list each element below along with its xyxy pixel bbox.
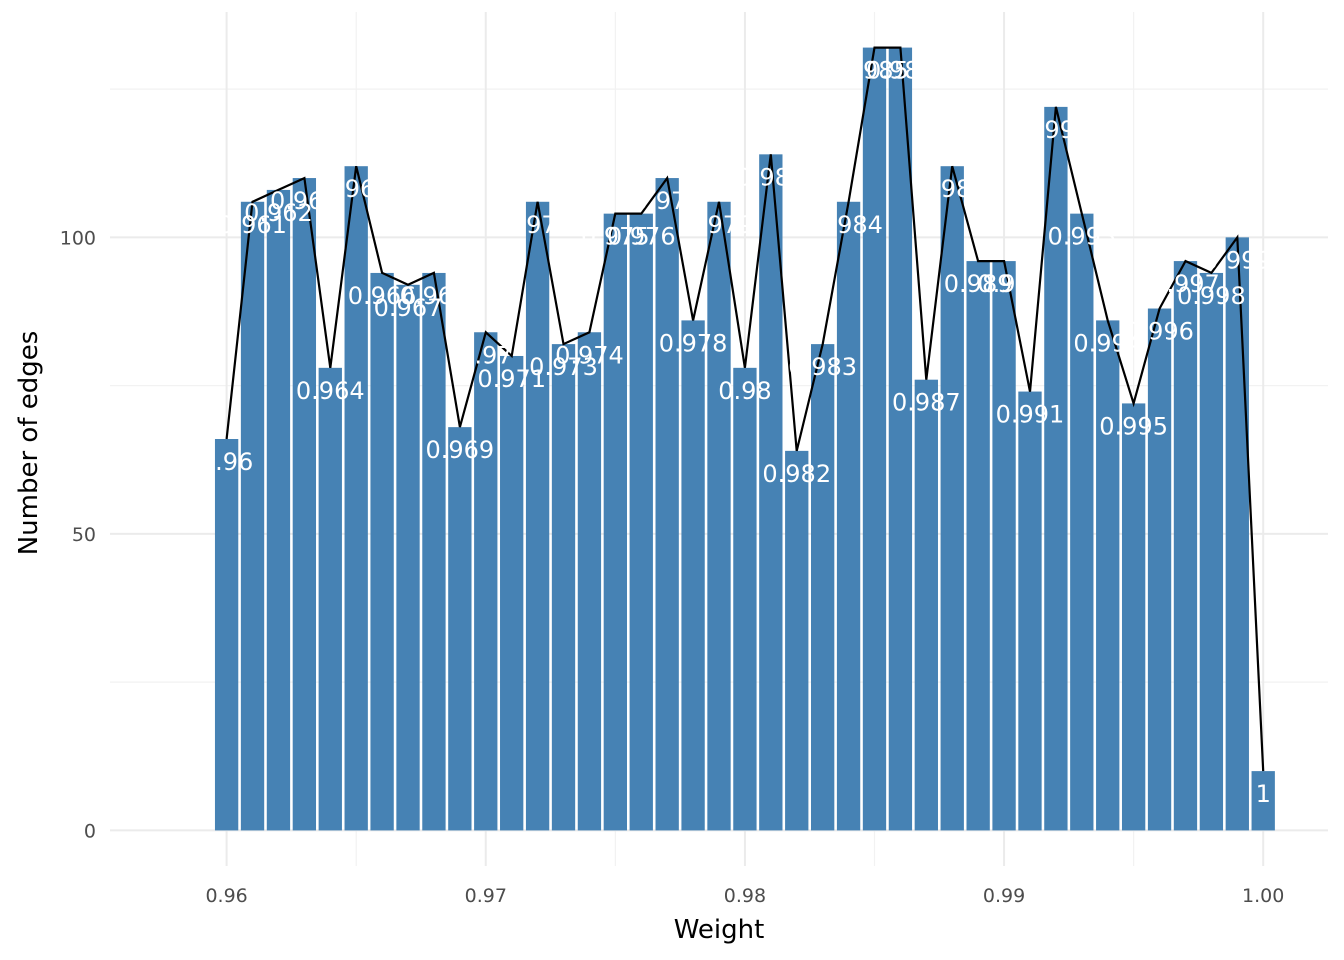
bar	[940, 166, 964, 831]
bar	[1096, 320, 1120, 831]
bar	[396, 284, 420, 831]
bar-label: 0.992	[1022, 116, 1091, 144]
bar-label: 0.963	[270, 187, 339, 215]
bar-label: 0.97	[459, 341, 512, 369]
bar-label: 0.987	[892, 389, 961, 417]
y-tick-label: 0	[84, 820, 96, 842]
bar-label: 0.966	[348, 282, 417, 310]
bar	[1018, 391, 1042, 831]
bar-label: 0.977	[633, 187, 702, 215]
bar	[733, 367, 757, 831]
bar	[1173, 261, 1198, 831]
bar-label: 0.983	[788, 353, 857, 381]
bar	[836, 201, 861, 831]
bar	[629, 213, 653, 831]
tick-labels: 0.96 0.97 0.98 0.99 1.00 0 50 100	[60, 227, 1285, 907]
bar-label: 0.965	[322, 175, 391, 203]
bar	[422, 272, 446, 831]
bar-label: 0.974	[555, 341, 624, 369]
bar-label: 0.975	[581, 223, 650, 251]
bar	[240, 201, 265, 831]
bar	[1121, 403, 1146, 831]
bar-label: 0.994	[1073, 329, 1142, 357]
y-tick-label: 100	[60, 227, 96, 249]
bar-label: 0.961	[218, 211, 287, 239]
bar	[992, 261, 1016, 831]
x-tick-label: 1.00	[1242, 885, 1284, 907]
bar	[810, 344, 835, 831]
bar	[500, 355, 524, 831]
bar-label: 0.99	[977, 270, 1030, 298]
bar-label: 0.986	[866, 57, 935, 85]
bar-label: 0.96	[200, 448, 253, 476]
bar-label: 0.979	[685, 211, 754, 239]
bar-label: 0.995	[1099, 412, 1168, 440]
bar	[707, 201, 731, 831]
y-tick-label: 50	[72, 524, 96, 546]
bar	[1070, 213, 1094, 831]
bar-label: 0.969	[425, 436, 494, 464]
bar-label: 0.989	[944, 270, 1013, 298]
x-tick-label: 0.99	[983, 885, 1025, 907]
bar	[1251, 771, 1275, 831]
bar	[525, 201, 550, 831]
bar	[344, 166, 368, 831]
bar-label: 0.991	[996, 401, 1065, 429]
bar-label: 0.976	[607, 223, 676, 251]
bar-label: 0.964	[296, 377, 365, 405]
bar	[318, 367, 342, 831]
bar-label: 0.962	[244, 199, 313, 227]
bar	[759, 154, 783, 831]
bar	[266, 189, 291, 831]
bar	[1225, 237, 1249, 831]
bar	[448, 427, 472, 831]
bar-label: 0.997	[1151, 270, 1220, 298]
bar	[577, 332, 602, 831]
bar-label: 0.985	[840, 57, 909, 85]
bar-label: 0.971	[477, 365, 546, 393]
x-axis-title: Weight	[674, 915, 765, 945]
bar-labels: 0.960.9610.9620.9630.9640.9650.9660.9670…	[200, 57, 1272, 809]
bar-label: 0.967	[374, 294, 443, 322]
x-tick-label: 0.96	[205, 885, 247, 907]
bar-label: 0.968	[400, 282, 469, 310]
bar	[966, 261, 990, 831]
y-axis-title: Number of edges	[14, 331, 44, 556]
bar	[681, 320, 705, 831]
bar-label: 0.978	[659, 329, 728, 357]
bar-label: 0.993	[1047, 223, 1116, 251]
bar	[785, 450, 809, 831]
bar	[1147, 308, 1172, 831]
bar-label: 0.998	[1177, 282, 1246, 310]
bar-label: 0.982	[762, 460, 831, 488]
x-tick-label: 0.97	[465, 885, 507, 907]
bar	[914, 379, 938, 831]
bar-label: 0.999	[1203, 246, 1272, 274]
bar	[603, 213, 628, 831]
bar	[1044, 106, 1068, 831]
bars	[214, 47, 1275, 831]
bar	[862, 47, 887, 831]
bar-label: 0.988	[918, 175, 987, 203]
bar	[888, 47, 913, 831]
bar	[370, 272, 394, 831]
bar	[292, 178, 317, 831]
bar-label: 0.973	[529, 353, 598, 381]
bar-label: 0.981	[736, 163, 805, 191]
bar	[1199, 272, 1224, 831]
bar	[655, 178, 679, 831]
x-tick-label: 0.98	[724, 885, 766, 907]
bar	[214, 439, 239, 831]
bar-label: 1	[1256, 780, 1271, 808]
frequency-line-group	[225, 46, 1265, 772]
frequency-line	[225, 46, 1265, 772]
bar	[474, 332, 498, 831]
bar-label: 0.972	[503, 211, 572, 239]
bar-label: 0.98	[718, 377, 771, 405]
bar-label: 0.996	[1125, 318, 1194, 346]
bar-label: 0.984	[814, 211, 883, 239]
bar	[551, 344, 576, 831]
